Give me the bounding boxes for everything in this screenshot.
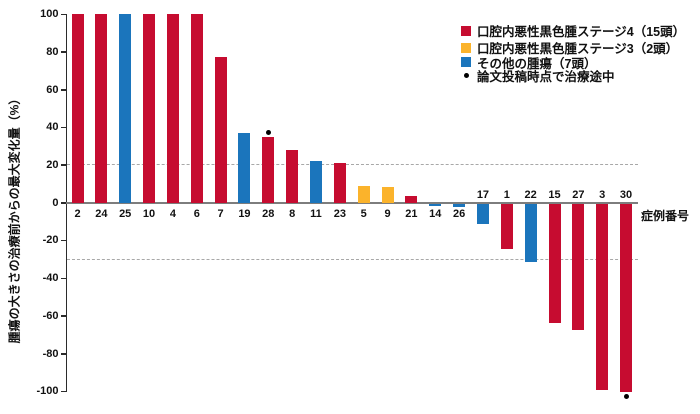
bar-case-19 [238,132,251,203]
y-tick-label: 60 [46,83,59,96]
x-label-case-2: 2 [74,207,81,220]
legend-label-other: その他の腫瘍（7頭） [477,56,597,71]
y-tick [60,277,66,280]
bar-case-15 [548,203,561,323]
x-label-case-5: 5 [360,207,367,220]
x-label-case-7: 7 [217,207,224,220]
y-tick-label: -20 [42,234,59,247]
marker-case-28 [265,130,271,136]
x-label-case-27: 27 [572,188,585,201]
x-label-case-28: 28 [262,207,275,220]
reference-line--30 [66,258,638,260]
x-label-case-30: 30 [619,188,633,201]
reference-line-20 [66,164,638,166]
bar-case-6 [190,14,203,203]
y-tick [60,202,66,204]
x-label-case-19: 19 [238,207,251,220]
x-label-case-23: 23 [333,207,346,220]
y-tick [60,13,66,16]
y-tick [60,89,66,91]
bar-case-26 [453,203,466,208]
x-axis-line [66,201,638,204]
bar-case-10 [143,14,156,203]
y-tick-label: -80 [42,347,59,360]
x-label-case-10: 10 [142,207,156,220]
legend-swatch-other [461,57,471,67]
legend-row-stage3: 口腔内悪性黒色腫ステージ3（2頭） [461,41,679,56]
bar-case-22 [524,203,537,263]
bar-case-8 [286,149,299,203]
legend-row-other: その他の腫瘍（7頭） [461,56,597,71]
y-tick-label: 80 [46,45,59,58]
x-label-case-8: 8 [289,207,296,220]
y-tick-label: -60 [42,309,59,322]
x-label-case-9: 9 [384,207,391,220]
x-label-case-14: 14 [429,207,442,220]
bar-case-11 [310,161,322,203]
y-tick [60,353,66,355]
x-label-case-4: 4 [169,207,176,220]
x-label-case-6: 6 [193,207,200,220]
legend-swatch-stage3 [461,42,471,53]
bar-case-3 [596,203,609,391]
x-label-case-24: 24 [95,207,108,220]
bar-case-1 [500,203,513,249]
bar-case-28 [262,136,275,203]
x-label-case-15: 15 [548,188,561,201]
y-tick [60,239,66,242]
y-tick [60,51,66,53]
y-tick [60,164,66,166]
x-label-case-3: 3 [599,188,606,201]
x-label-case-26: 26 [452,207,466,220]
x-axis-title: 症例番号 [641,209,690,223]
y-tick [60,315,66,317]
y-tick-label: -100 [36,385,59,398]
y-tick [60,126,66,129]
legend-label-stage4: 口腔内悪性黒色腫ステージ4（15頭） [477,25,686,39]
legend-row-stage4: 口腔内悪性黒色腫ステージ4（15頭） [461,24,686,39]
legend-label-marker: 論文投稿時点で治療途中 [477,69,615,84]
x-label-case-22: 22 [524,188,537,201]
in-treatment-dot-icon [461,70,471,80]
bar-case-2 [71,14,84,203]
x-label-case-17: 17 [476,188,490,201]
bar-case-17 [476,203,489,225]
bar-case-23 [333,163,346,203]
x-label-case-1: 1 [503,188,510,201]
y-tick-label: 40 [46,121,59,134]
legend-swatch-stage4 [461,25,471,36]
bar-case-21 [405,196,418,203]
bar-case-9 [381,186,394,203]
x-label-case-25: 25 [119,207,132,220]
legend-row-marker: 論文投稿時点で治療途中 [461,69,615,84]
y-tick [60,390,66,393]
bar-case-30 [620,203,633,393]
y-tick-label: -40 [42,272,59,285]
y-tick-label: 100 [40,8,59,21]
y-tick-label: 0 [52,196,59,209]
y-tick-label: 20 [46,158,59,171]
bar-case-25 [119,14,132,203]
bar-case-5 [357,185,370,203]
x-label-case-11: 11 [310,207,322,220]
y-axis-title: 腫瘍の大きさの治療前からの最大変化量（%） [7,92,22,344]
bar-case-4 [166,14,179,203]
bar-case-27 [572,203,585,331]
bar-case-7 [214,57,227,203]
legend-label-stage3: 口腔内悪性黒色腫ステージ3（2頭） [477,42,679,56]
x-label-case-21: 21 [405,207,418,220]
bar-case-14 [429,203,442,206]
bar-case-24 [95,14,108,203]
marker-case-30 [623,394,629,400]
